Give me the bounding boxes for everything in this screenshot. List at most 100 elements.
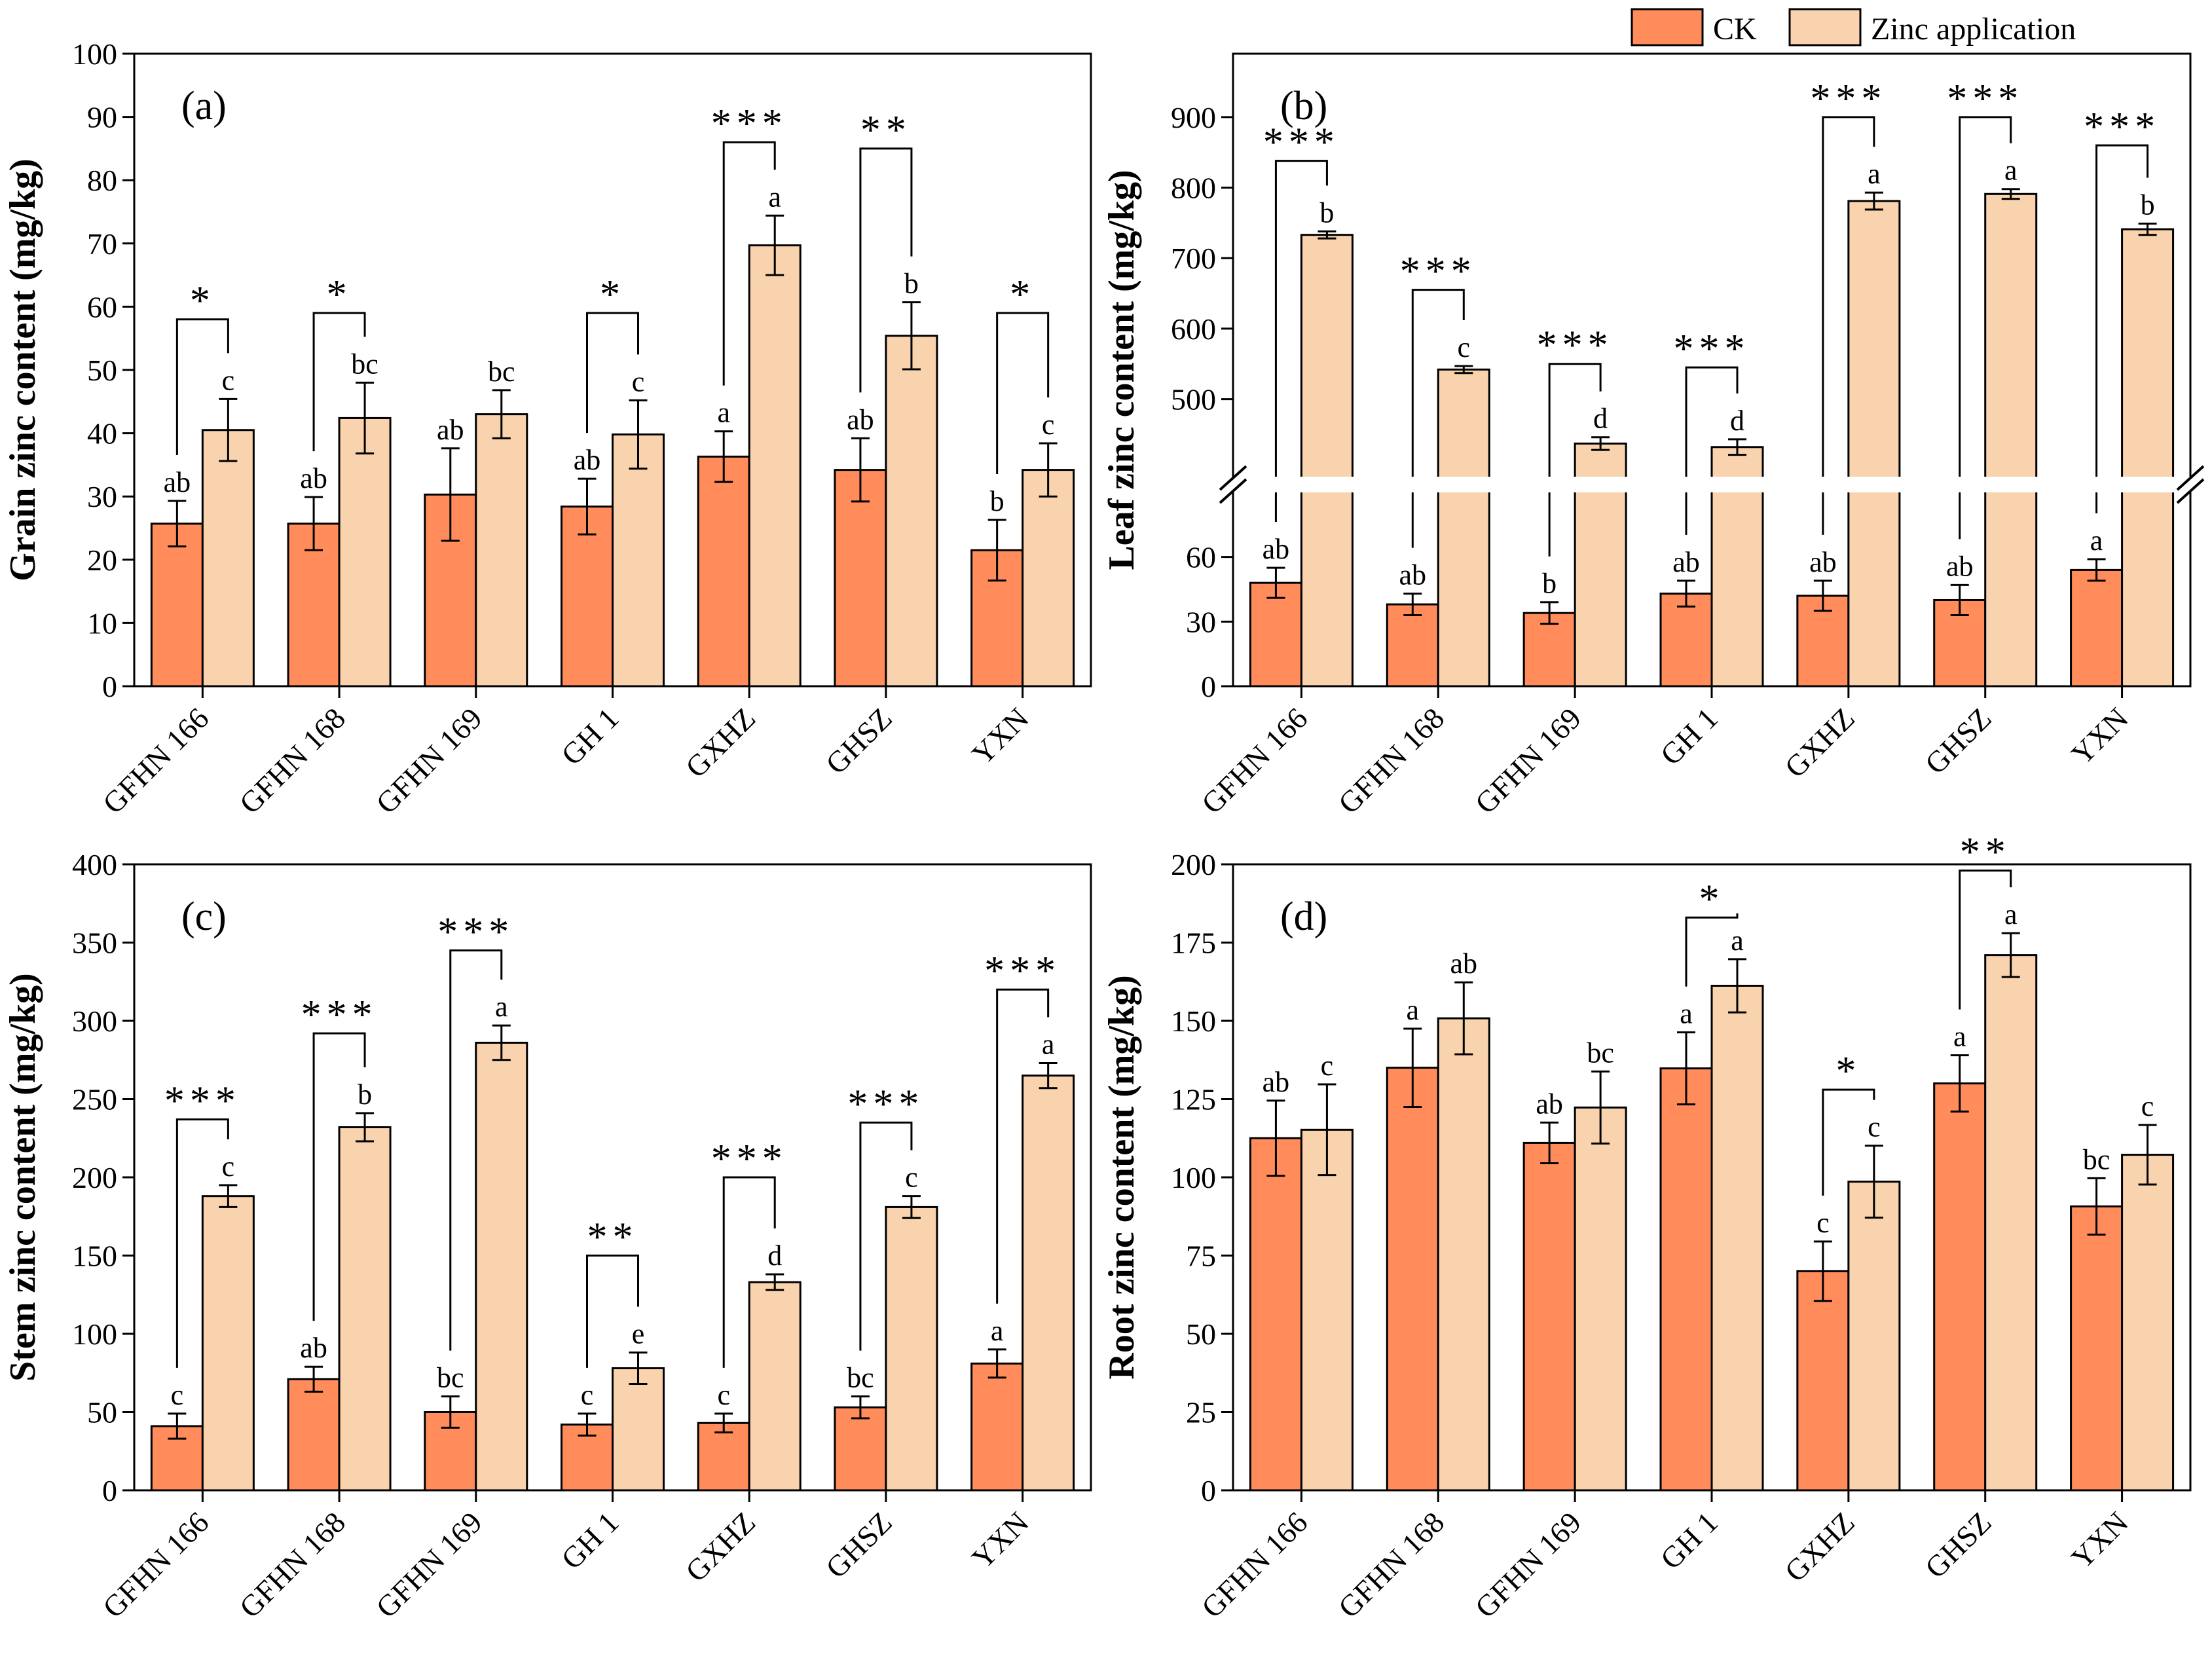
significance-letter: c: [222, 1150, 235, 1183]
bar-ck: [1796, 1270, 1850, 1492]
x-tick-label: GHSZ: [1919, 1505, 1998, 1585]
x-tick-label: GFHN 169: [1469, 701, 1588, 820]
y-tick-label: 60: [1186, 541, 1216, 574]
significance-bracket: [1822, 1088, 1875, 1196]
legend-ck-swatch: [1631, 8, 1704, 46]
x-tick-label: GFHN 166: [96, 1505, 215, 1625]
bar-ck: [1249, 1137, 1302, 1492]
y-tick-label: 250: [72, 1083, 117, 1116]
y-tick-label: 900: [1171, 101, 1216, 134]
significance-letter: bc: [847, 1362, 874, 1394]
significance-letter: a: [1680, 998, 1693, 1030]
significance-letter: e: [632, 1318, 645, 1350]
significance-bracket: [1685, 913, 1739, 987]
significance-bracket: [859, 147, 913, 393]
bar-ck: [1386, 603, 1439, 688]
y-tick-label: 500: [1171, 383, 1216, 416]
chart-panel-a: 0 10 20 30 40 50 60 70 80 90 100 Grain zinc content…: [3, 37, 1092, 820]
significance-letter: c: [581, 1379, 594, 1411]
x-tick-label: GFHN 166: [1195, 1505, 1314, 1625]
bar-zinc: [1300, 1128, 1354, 1492]
significance-bracket: [1548, 363, 1602, 557]
significance-letter: a: [1868, 158, 1881, 190]
bar-zinc: [201, 429, 255, 688]
bar-ck: [2070, 1205, 2124, 1492]
significance-letter: c: [905, 1162, 918, 1194]
x-tick-label: GHSZ: [819, 701, 898, 781]
significance-letter: ab: [1399, 559, 1427, 591]
bar-ck: [561, 505, 614, 688]
x-tick-label: GFHN 168: [233, 701, 352, 820]
x-tick-label: GFHN 168: [233, 1505, 352, 1625]
significance-letter: ab: [1809, 546, 1837, 578]
axis-break-mark: [2176, 465, 2205, 491]
y-axis-title: Leaf zinc content (mg/kg): [1101, 170, 1142, 570]
significance-letter: c: [1321, 1050, 1334, 1082]
y-tick-label: 100: [72, 37, 117, 71]
significance-bracket: [175, 318, 229, 455]
significance-letter: b: [904, 268, 919, 300]
bar-zinc: [885, 335, 938, 688]
significance-letter: ab: [300, 462, 327, 494]
y-tick-label: 175: [1171, 927, 1216, 960]
significance-stars: ***: [711, 101, 788, 146]
y-tick-label: 200: [72, 1161, 117, 1194]
y-tick-label: 50: [1186, 1317, 1216, 1351]
bar-zinc: [1437, 1017, 1490, 1492]
bar-ck: [697, 1422, 750, 1492]
bar-zinc: [1847, 200, 1901, 688]
legend-ck-label: CK: [1713, 12, 1757, 46]
bar-zinc: [1847, 1181, 1901, 1492]
significance-letter: c: [1042, 409, 1055, 441]
significance-bracket: [1411, 289, 1465, 548]
significance-letter: ab: [437, 414, 464, 446]
axis-break-mark: [1219, 465, 1247, 491]
significance-letter: c: [222, 364, 235, 396]
significance-stars: ***: [984, 949, 1061, 993]
y-tick-label: 200: [1171, 848, 1216, 881]
significance-bracket: [1822, 116, 1875, 535]
bar-zinc: [1300, 234, 1354, 688]
bar-zinc: [475, 413, 528, 688]
bar-zinc: [1022, 1075, 1075, 1492]
significance-letter: c: [717, 1379, 730, 1411]
significance-stars: ***: [1400, 249, 1477, 294]
significance-letter: bc: [437, 1362, 464, 1394]
significance-letter: d: [767, 1240, 782, 1272]
y-tick-label: 60: [87, 290, 117, 323]
bar-ck: [1386, 1067, 1439, 1492]
bar-zinc: [338, 416, 392, 688]
significance-bracket: [1685, 366, 1739, 535]
significance-letter: bc: [351, 348, 378, 380]
significance-letter: d: [1730, 405, 1744, 437]
significance-letter: a: [1953, 1021, 1966, 1053]
y-tick-label: 0: [1201, 670, 1216, 703]
significance-bracket: [586, 312, 639, 433]
significance-letter: bc: [488, 356, 515, 388]
legend-zinc-swatch: [1788, 8, 1862, 46]
significance-stars: **: [860, 108, 912, 153]
bar-zinc: [338, 1126, 392, 1492]
panel-label: (d): [1280, 894, 1327, 939]
x-tick-label: GFHN 168: [1332, 1505, 1451, 1625]
x-tick-label: YXN: [2065, 701, 2135, 771]
bar-ck: [1933, 1082, 1987, 1492]
significance-letter: a: [2090, 524, 2103, 557]
significance-letter: ab: [574, 444, 601, 476]
significance-letter: a: [991, 1315, 1004, 1347]
significance-letter: b: [1319, 196, 1334, 229]
legend-zinc-label: Zinc application: [1871, 12, 2076, 46]
y-tick-label: 100: [1171, 1161, 1216, 1194]
significance-letter: a: [768, 181, 781, 213]
significance-stars: ***: [847, 1082, 924, 1126]
significance-letter: c: [1458, 331, 1471, 363]
significance-stars: ***: [1810, 77, 1887, 121]
bar-zinc: [1022, 469, 1075, 688]
y-tick-label: 150: [72, 1240, 117, 1273]
significance-stars: ***: [711, 1137, 788, 1181]
bar-zinc: [1437, 368, 1490, 688]
significance-stars: ***: [2084, 105, 2160, 149]
significance-letter: b: [990, 485, 1005, 517]
significance-letter: ab: [300, 1332, 327, 1364]
